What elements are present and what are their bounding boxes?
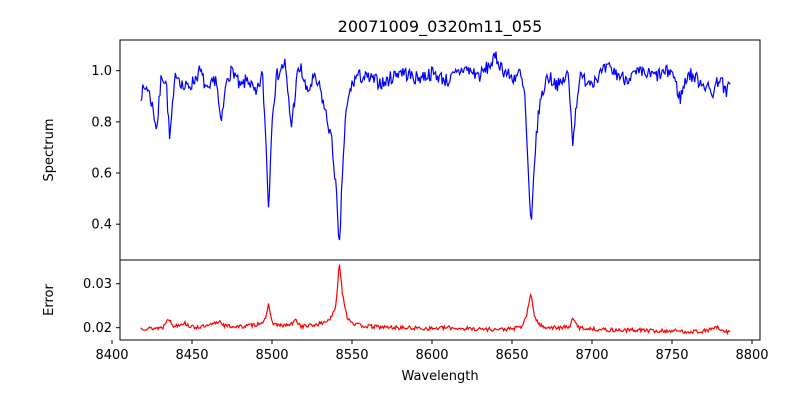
x-tick-label: 8400 (95, 348, 128, 363)
error-series-line (140, 264, 731, 336)
spectrum-y-tick-label: 0.6 (91, 167, 112, 182)
x-tick-label: 8800 (735, 348, 768, 363)
spectrum-y-axis-label: Spectrum (42, 119, 57, 182)
error-panel: 0.02 0.03 Error (42, 259, 761, 341)
error-plot-frame (119, 259, 761, 341)
error-y-ticks: 0.02 0.03 (83, 277, 120, 336)
error-y-axis-label: Error (42, 284, 57, 316)
spectrum-y-tick-label: 1.0 (91, 64, 112, 79)
x-tick-label: 8750 (655, 348, 688, 363)
x-axis-ticks: 8400 8450 8500 8550 8600 8650 8700 8750 8800 (95, 340, 769, 363)
spectrum-y-ticks: 0.4 0.6 0.8 1.0 (91, 64, 120, 233)
error-y-tick-label: 0.03 (83, 277, 112, 292)
x-axis-label: Wavelength (401, 369, 478, 384)
x-tick-label: 8700 (575, 348, 608, 363)
chart-title: 20071009_0320m11_055 (338, 17, 543, 37)
x-tick-label: 8600 (415, 348, 448, 363)
spectrum-panel: 0.4 0.6 0.8 1.0 Spectrum (42, 39, 761, 261)
x-tick-label: 8650 (495, 348, 528, 363)
spectrum-series-line (140, 51, 731, 241)
x-tick-label: 8450 (175, 348, 208, 363)
error-y-tick-label: 0.02 (83, 321, 112, 336)
x-tick-label: 8500 (255, 348, 288, 363)
spectrum-y-tick-label: 0.4 (91, 218, 112, 233)
x-tick-label: 8550 (335, 348, 368, 363)
spectrum-y-tick-label: 0.8 (91, 115, 112, 130)
